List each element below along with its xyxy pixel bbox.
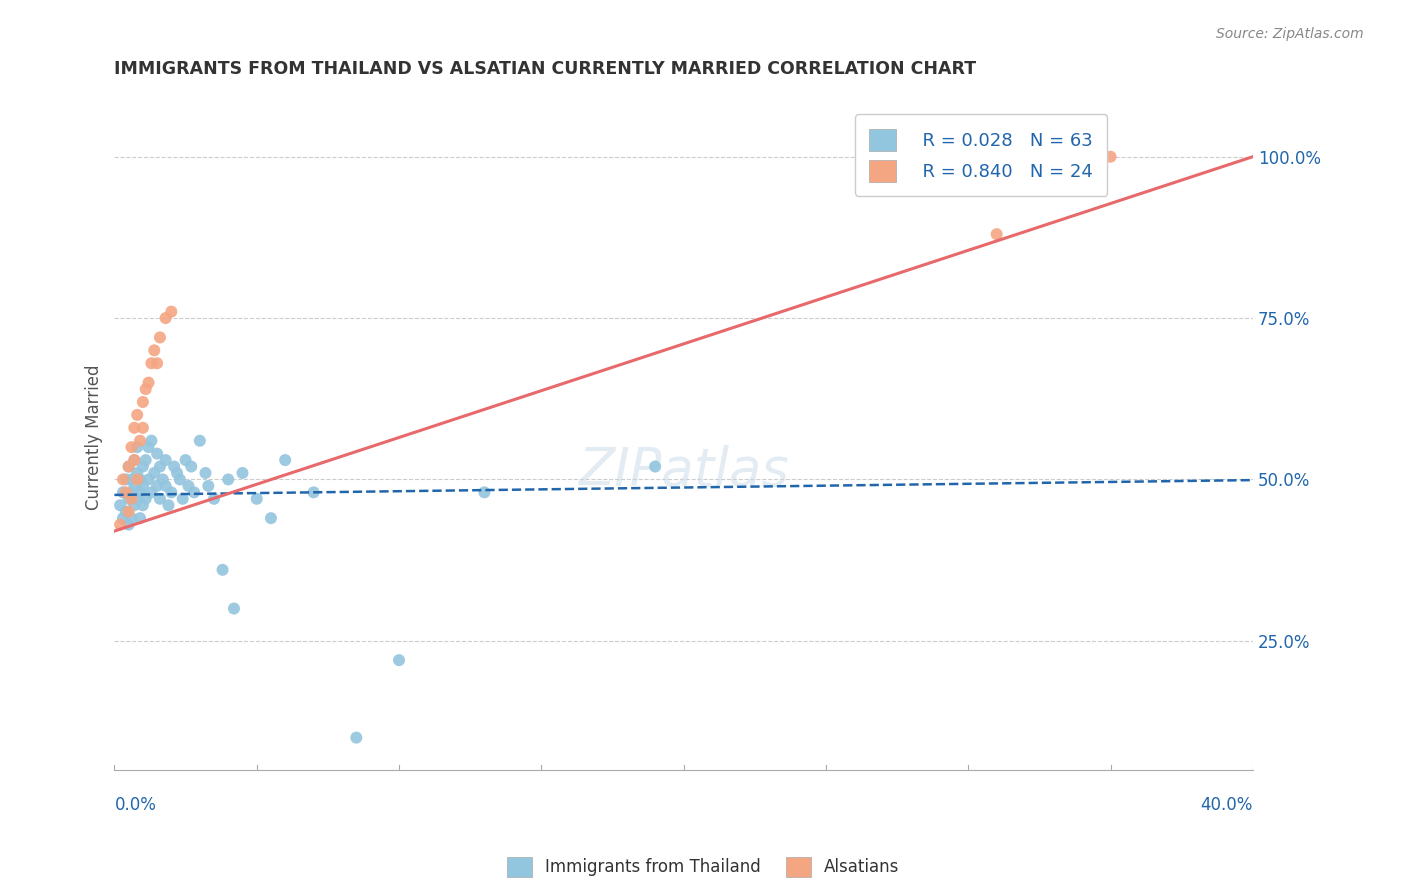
Point: [121, 440, 143, 454]
Point: [197, 479, 219, 493]
Point: [141, 434, 163, 448]
Point: [146, 447, 169, 461]
Text: IMMIGRANTS FROM THAILAND VS ALSATIAN CURRENTLY MARRIED CORRELATION CHART: IMMIGRANTS FROM THAILAND VS ALSATIAN CUR…: [114, 61, 977, 78]
Point: [155, 453, 177, 467]
Point: [135, 491, 157, 506]
Point: [149, 459, 172, 474]
Point: [246, 491, 269, 506]
Point: [124, 453, 146, 467]
Point: [152, 472, 174, 486]
Point: [202, 491, 225, 506]
Point: [132, 395, 155, 409]
Point: [135, 382, 157, 396]
Point: [114, 472, 136, 486]
Point: [141, 485, 163, 500]
Point: [217, 472, 239, 486]
Point: [986, 227, 1008, 242]
Point: [121, 511, 143, 525]
Point: [260, 511, 283, 525]
Point: [132, 479, 155, 493]
Point: [117, 459, 139, 474]
Point: [111, 511, 134, 525]
Point: [149, 330, 172, 344]
Legend: Immigrants from Thailand, Alsatians: Immigrants from Thailand, Alsatians: [501, 850, 905, 884]
Point: [388, 653, 411, 667]
Point: [117, 459, 139, 474]
Point: [129, 434, 152, 448]
Point: [1099, 150, 1122, 164]
Point: [146, 479, 169, 493]
Point: [117, 505, 139, 519]
Point: [474, 485, 496, 500]
Point: [222, 601, 245, 615]
Point: [169, 472, 191, 486]
Point: [108, 498, 131, 512]
Point: [344, 731, 367, 745]
Point: [172, 491, 194, 506]
Text: 0.0%: 0.0%: [114, 796, 156, 814]
Point: [138, 376, 160, 390]
Point: [129, 472, 152, 486]
Point: [166, 466, 188, 480]
Point: [121, 472, 143, 486]
Point: [121, 491, 143, 506]
Text: 40.0%: 40.0%: [1201, 796, 1253, 814]
Point: [111, 485, 134, 500]
Point: [188, 434, 211, 448]
Point: [124, 479, 146, 493]
Legend:   R = 0.028   N = 63,   R = 0.840   N = 24: R = 0.028 N = 63, R = 0.840 N = 24: [855, 114, 1107, 196]
Point: [127, 472, 149, 486]
Point: [114, 485, 136, 500]
Point: [127, 466, 149, 480]
Point: [117, 517, 139, 532]
Point: [141, 356, 163, 370]
Point: [143, 466, 166, 480]
Point: [143, 343, 166, 358]
Point: [180, 459, 202, 474]
Point: [211, 563, 233, 577]
Point: [111, 472, 134, 486]
Point: [149, 491, 172, 506]
Point: [124, 498, 146, 512]
Point: [132, 459, 155, 474]
Point: [183, 485, 205, 500]
Point: [302, 485, 325, 500]
Point: [121, 485, 143, 500]
Point: [160, 304, 183, 318]
Point: [117, 491, 139, 506]
Point: [155, 311, 177, 326]
Text: Source: ZipAtlas.com: Source: ZipAtlas.com: [1216, 27, 1364, 41]
Point: [194, 466, 217, 480]
Point: [129, 485, 152, 500]
Point: [231, 466, 253, 480]
Point: [124, 421, 146, 435]
Point: [146, 356, 169, 370]
Point: [135, 453, 157, 467]
Point: [138, 472, 160, 486]
Point: [132, 498, 155, 512]
Point: [127, 408, 149, 422]
Point: [127, 440, 149, 454]
Point: [127, 491, 149, 506]
Point: [108, 517, 131, 532]
Point: [644, 459, 666, 474]
Point: [163, 459, 186, 474]
Text: ZIPatlas: ZIPatlas: [578, 445, 789, 497]
Point: [114, 505, 136, 519]
Point: [132, 421, 155, 435]
Y-axis label: Currently Married: Currently Married: [86, 365, 103, 510]
Point: [129, 511, 152, 525]
Point: [157, 498, 180, 512]
Point: [160, 485, 183, 500]
Point: [155, 479, 177, 493]
Point: [138, 440, 160, 454]
Point: [174, 453, 197, 467]
Point: [274, 453, 297, 467]
Point: [124, 453, 146, 467]
Point: [177, 479, 200, 493]
